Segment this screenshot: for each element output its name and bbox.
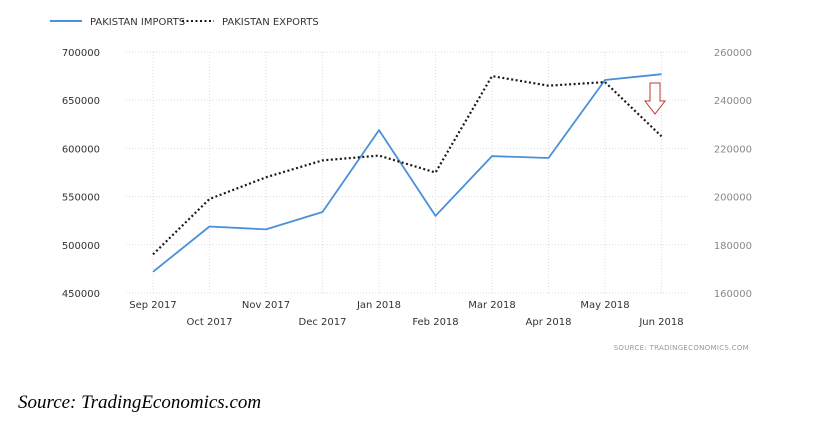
left-tick-label: 450000 — [62, 289, 100, 300]
x-tick-label: Dec 2017 — [299, 317, 347, 328]
left-axis-ticks: 700000 650000 600000 550000 500000 450000 — [62, 48, 100, 300]
right-tick-label: 240000 — [714, 96, 752, 107]
legend-exports-label: PAKISTAN EXPORTS — [222, 17, 319, 28]
series-layer — [152, 73, 663, 273]
x-tick-label: May 2018 — [580, 300, 629, 311]
imports-series-line — [152, 73, 662, 273]
x-axis-ticks: Sep 2017 Oct 2017 Nov 2017 Dec 2017 Jan 2018… — [129, 300, 683, 328]
x-tick-label: Jun 2018 — [638, 317, 683, 328]
left-tick-label: 700000 — [62, 48, 100, 59]
chart-grid — [126, 51, 690, 294]
right-tick-label: 160000 — [714, 289, 752, 300]
source-caption: Source: TradingEconomics.com — [18, 392, 262, 413]
left-tick-label: 550000 — [62, 193, 100, 204]
x-tick-label: Jan 2018 — [356, 300, 401, 311]
down-arrow-annotation — [643, 82, 667, 115]
right-axis-ticks: 260000 240000 220000 200000 180000 160000 — [714, 48, 752, 300]
x-tick-label: Apr 2018 — [526, 317, 572, 328]
line-chart: PAKISTAN IMPORTS PAKISTAN EXPORTS 700000… — [50, 17, 752, 352]
exports-series-line — [152, 74, 663, 256]
left-tick-label: 650000 — [62, 96, 100, 107]
x-tick-label: Feb 2018 — [412, 317, 458, 328]
down-arrow-icon — [643, 82, 667, 115]
x-tick-label: Sep 2017 — [129, 300, 176, 311]
x-tick-label: Nov 2017 — [242, 300, 290, 311]
chart-legend: PAKISTAN IMPORTS PAKISTAN EXPORTS — [50, 17, 319, 28]
right-tick-label: 200000 — [714, 193, 752, 204]
legend-imports-label: PAKISTAN IMPORTS — [90, 17, 185, 28]
left-tick-label: 500000 — [62, 241, 100, 252]
right-tick-label: 220000 — [714, 144, 752, 155]
x-tick-label: Mar 2018 — [468, 300, 516, 311]
right-tick-label: 180000 — [714, 241, 752, 252]
left-tick-label: 600000 — [62, 144, 100, 155]
x-tick-label: Oct 2017 — [187, 317, 233, 328]
right-tick-label: 260000 — [714, 48, 752, 59]
source-note: SOURCE: TRADINGECONOMICS.COM — [614, 344, 749, 352]
